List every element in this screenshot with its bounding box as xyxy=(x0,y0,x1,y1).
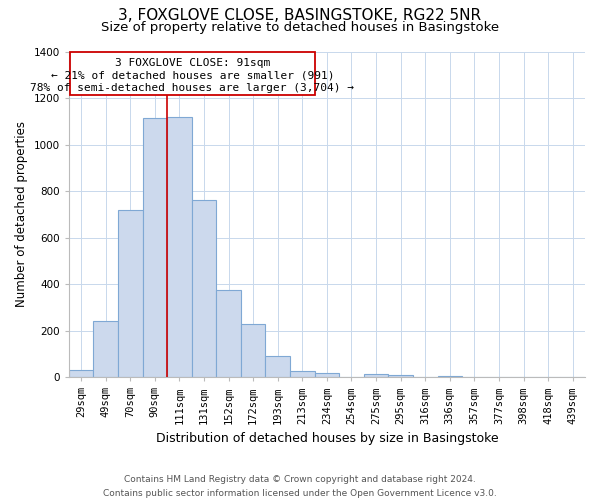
Bar xyxy=(192,200,217,377)
Text: Size of property relative to detached houses in Basingstoke: Size of property relative to detached ho… xyxy=(101,21,499,34)
Text: 3 FOXGLOVE CLOSE: 91sqm: 3 FOXGLOVE CLOSE: 91sqm xyxy=(115,58,270,68)
Bar xyxy=(94,322,118,377)
Bar xyxy=(314,373,339,377)
Bar xyxy=(364,374,388,377)
Bar xyxy=(241,324,265,377)
Bar xyxy=(143,118,167,377)
Bar xyxy=(388,375,413,377)
Bar xyxy=(118,210,143,377)
Text: 78% of semi-detached houses are larger (3,704) →: 78% of semi-detached houses are larger (… xyxy=(31,83,355,93)
Text: ← 21% of detached houses are smaller (991): ← 21% of detached houses are smaller (99… xyxy=(50,70,334,81)
Bar xyxy=(290,370,314,377)
Bar xyxy=(217,290,241,377)
Text: Contains HM Land Registry data © Crown copyright and database right 2024.
Contai: Contains HM Land Registry data © Crown c… xyxy=(103,476,497,498)
FancyBboxPatch shape xyxy=(70,52,314,94)
Bar xyxy=(69,370,94,377)
Bar xyxy=(167,116,192,377)
Bar xyxy=(265,356,290,377)
X-axis label: Distribution of detached houses by size in Basingstoke: Distribution of detached houses by size … xyxy=(155,432,498,445)
Text: 3, FOXGLOVE CLOSE, BASINGSTOKE, RG22 5NR: 3, FOXGLOVE CLOSE, BASINGSTOKE, RG22 5NR xyxy=(118,8,482,22)
Bar xyxy=(437,376,462,377)
Y-axis label: Number of detached properties: Number of detached properties xyxy=(15,122,28,308)
